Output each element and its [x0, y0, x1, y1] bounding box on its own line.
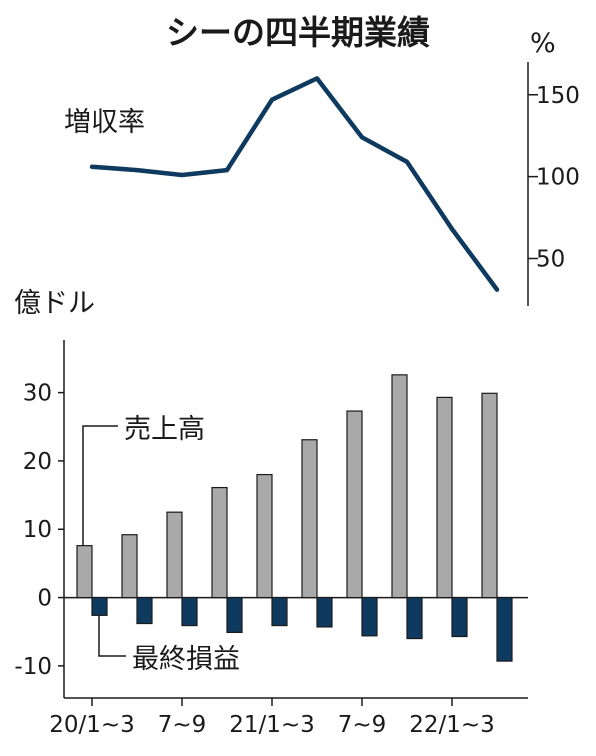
sales-bar: [346, 410, 363, 599]
bar-y-tick-label: 10: [23, 517, 52, 543]
sales-profit-bar-chart: 億ドル -10 0 10 20 30 20/1~3 7~9 21/1~3 7~9 22/1~3 売上高…: [14, 288, 528, 738]
net-profit-bar: [136, 596, 153, 625]
sales-series-label: 売上高: [124, 414, 205, 445]
net-profit-bar: [226, 596, 243, 634]
sales-bar: [436, 396, 453, 599]
net-profit-bar: [271, 596, 288, 627]
bar-x-tick-label: 20/1~3: [49, 712, 135, 738]
growth-rate-line: [89, 76, 500, 292]
growth-rate-line-chart: 50 100 150% 増収率: [64, 28, 580, 306]
profit-leader-line: [98, 615, 126, 657]
sales-bar: [301, 439, 318, 599]
bar-y-tick-label: 20: [23, 449, 52, 475]
net-profit-bar: [316, 596, 333, 628]
bar-x-tick-label: 21/1~3: [229, 712, 315, 738]
chart-title: シーの四半期業績: [166, 13, 430, 52]
bar-x-tick-label: 7~9: [338, 712, 387, 738]
line-series-label: 増収率: [64, 107, 145, 138]
net-profit-bar: [91, 596, 108, 616]
line-y-tick-label: 50: [536, 247, 565, 273]
bar-x-tick-label: 7~9: [158, 712, 207, 738]
net-profit-bar: [181, 596, 198, 627]
bar-y-tick-label: 30: [23, 381, 52, 407]
line-y-tick-label: 150: [536, 83, 580, 109]
net-profit-bar: [451, 596, 468, 638]
bar-y-tick-label: 0: [37, 586, 52, 612]
sales-bar: [211, 486, 228, 599]
sales-bar: [121, 534, 138, 599]
sales-bar: [166, 511, 183, 599]
sales-bar: [76, 545, 93, 599]
profit-series-label: 最終損益: [132, 644, 240, 675]
sales-leader-line: [82, 425, 118, 546]
line-y-tick-label: 100: [536, 165, 580, 191]
net-profit-bar: [496, 596, 513, 662]
bar-y-tick-label: -10: [14, 654, 52, 680]
bar-x-tick-label: 22/1~3: [409, 712, 495, 738]
net-profit-bar: [361, 596, 378, 637]
line-y-unit: %: [530, 28, 556, 59]
net-profit-bar: [406, 596, 423, 640]
bar-y-unit: 億ドル: [14, 288, 95, 319]
sales-bar: [391, 374, 408, 599]
sales-bar: [256, 473, 273, 599]
sales-bar: [481, 392, 498, 599]
